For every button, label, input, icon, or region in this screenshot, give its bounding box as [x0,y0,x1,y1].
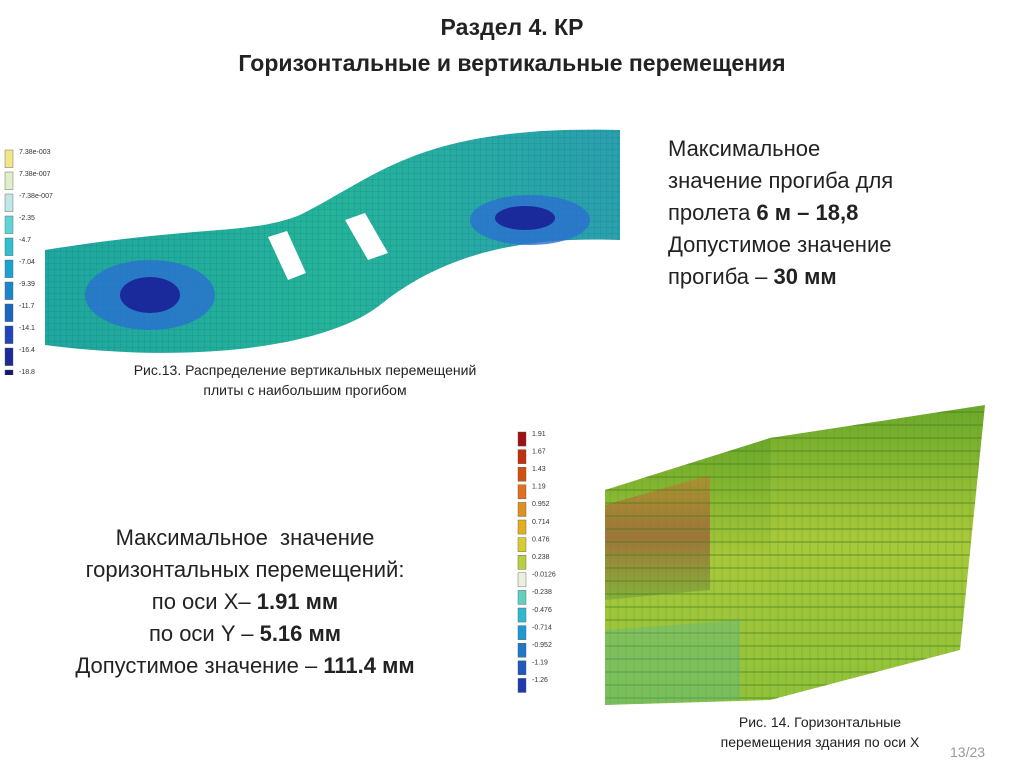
legend-label: 1.91 [532,431,546,438]
legend-swatch [517,625,527,640]
legend-swatch [4,325,14,344]
caption-line: перемещения здания по оси X [720,734,920,750]
legend-label: 1.43 [532,466,546,473]
legend-swatch [517,660,527,676]
text-line: по оси X– 1.91 мм [20,586,470,618]
text: пролета [668,200,757,225]
text: значение прогиба для [668,168,894,193]
legend-swatch [517,519,527,535]
legend-label: -0.0126 [532,572,556,579]
page-number: 13/23 [950,744,986,760]
legend-label: -18.8 [19,369,35,375]
legend-swatch [4,193,14,212]
text-block: Максимальное значение горизонтальных пере… [20,522,470,682]
bold-text: 30 мм [773,264,837,289]
bold-text: 1.91 мм [256,589,339,614]
legend-label: -2.35 [19,215,35,222]
text: горизонтальных перемещений: [85,557,405,582]
caption-line: Рис.13. Распределение вертикальных перем… [133,362,477,378]
legend-swatch [4,171,14,190]
legend-label: 1.19 [532,484,546,491]
legend-swatch [4,347,14,366]
text-line: значение прогиба для [668,165,893,197]
caption: Рис. 14. Горизонтальные перемещения здан… [680,712,960,752]
figure-13-image: 7.38e-003 7.38e-007 -7.38e-007 -2.35 -4.7 -7.… [4,129,620,375]
figure-14-image: 1.91 1.67 1.43 1.19 0.952 0.714 0.476 0.238 -0.0… [517,405,985,705]
text-line: по оси Y – 5.16 мм [20,618,470,650]
legend-label: 7.38e-003 [19,149,51,156]
legend-swatch [517,554,527,570]
text: Максимальное [668,136,821,161]
legend-label: 0.476 [532,536,550,543]
text: Допустимое значение – [75,653,324,678]
legend-swatch [4,215,14,234]
legend-swatch [517,678,527,693]
legend-swatch [517,607,527,623]
legend-label: -1.19 [532,660,548,667]
legend-swatch [517,590,527,605]
text-line: Допустимое значение [668,229,893,261]
legend-swatch [4,369,14,375]
legend-label: -0.476 [532,607,552,614]
legend-swatch [517,502,527,517]
legend-swatch [517,431,527,447]
legend-label: -4.7 [19,237,31,244]
text-line: Максимальное [668,133,893,165]
text: по оси Y – [148,621,260,646]
legend-label: -0.238 [532,589,552,596]
legend-label: 1.67 [532,448,546,455]
title-line: Раздел 4. КР [440,14,584,40]
legend-label: -7.04 [19,259,35,266]
legend-label: -16.4 [19,347,35,354]
text: Максимальное значение [115,525,375,550]
legend-swatch [517,572,527,588]
text-line: Допустимое значение – 111.4 мм [20,650,470,682]
legend-swatch [517,537,527,552]
text-block: Максимальное значение прогиба для пролета … [668,133,893,293]
legend-label: -14.1 [19,325,35,332]
caption: Рис.13. Распределение вертикальных перем… [60,360,550,400]
legend-label: -11.7 [19,303,35,310]
legend-swatch [517,484,527,500]
legend-swatch [517,466,527,482]
legend-swatch [4,303,14,322]
legend-swatch [4,259,14,278]
text-line: пролета 6 м – 18,8 [668,197,893,229]
legend-label: -0.714 [532,624,552,631]
legend-swatch [4,149,14,168]
bold-text: 6 м – 18,8 [756,200,859,225]
legend-swatch [517,449,527,464]
caption-line: Рис. 14. Горизонтальные [738,714,902,730]
text-line: прогиба – 30 мм [668,261,893,293]
bold-text: 111.4 мм [323,653,415,678]
text: прогиба – [668,264,774,289]
legend-swatch [517,642,527,658]
legend-label: 0.952 [532,501,550,508]
legend-swatch [4,281,14,300]
legend-label: -1.26 [532,677,548,684]
legend-label: -0.952 [532,642,552,649]
legend-label: -9.39 [19,281,35,288]
legend-label: 0.714 [532,519,550,526]
title-line: Горизонтальные и вертикальные перемещени… [238,50,786,76]
legend-swatch [4,237,14,256]
bold-text: 5.16 мм [259,621,342,646]
caption-line: плиты с наибольшим прогибом [203,382,407,398]
legend-label: 0.238 [532,554,550,561]
text-line: Максимальное значение [20,522,470,554]
legend-label: -7.38e-007 [19,193,53,200]
legend-label: 7.38e-007 [19,171,51,178]
text-line: горизонтальных перемещений: [20,554,470,586]
text: по оси X– [151,589,257,614]
text: Допустимое значение [668,232,892,257]
